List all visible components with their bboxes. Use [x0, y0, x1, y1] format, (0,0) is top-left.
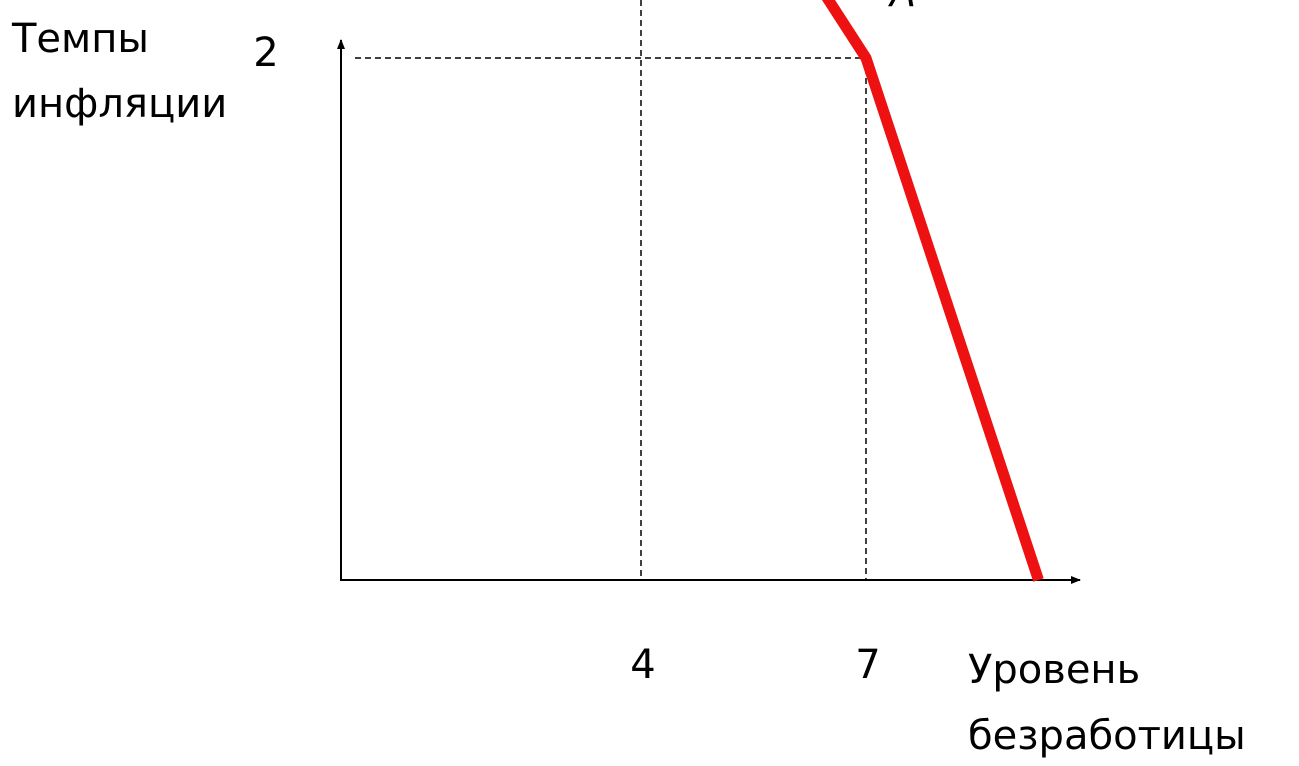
y-tick-label-2: 2 [253, 30, 278, 76]
phillips-curve-line [821, 0, 1044, 582]
x-axis-label: Уровень безработицы [968, 647, 1246, 759]
x-axis-label-line-2: безработицы [968, 713, 1246, 759]
y-axis-label-line-1: Темпы [11, 16, 149, 62]
x-tick-label-7: 7 [855, 642, 880, 688]
x-axis-label-line-1: Уровень [968, 647, 1140, 693]
point-label-a: A [887, 0, 916, 15]
y-axis-label: Темпы инфляции [11, 16, 227, 127]
y-axis-label-line-2: инфляции [12, 81, 227, 127]
x-tick-label-4: 4 [630, 642, 655, 688]
